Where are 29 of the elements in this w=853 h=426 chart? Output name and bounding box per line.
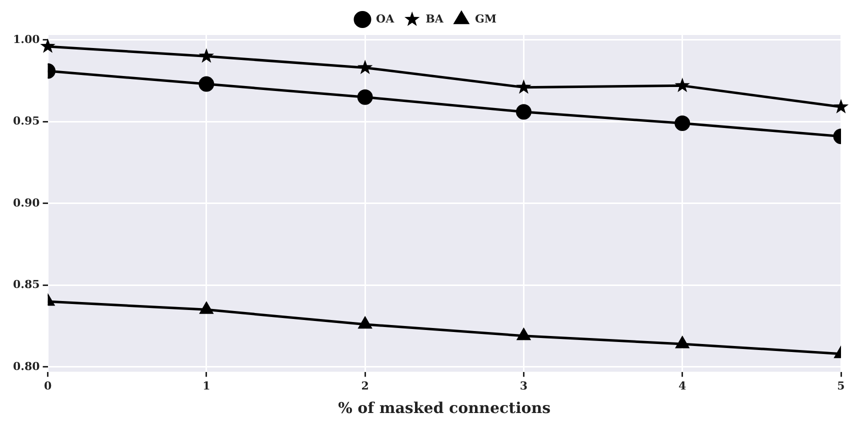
point <box>357 60 373 74</box>
point <box>40 38 56 53</box>
legend-label: BA <box>426 12 444 26</box>
point <box>516 328 531 340</box>
point <box>516 79 532 94</box>
x-tick-label: 5 <box>837 379 845 392</box>
point <box>674 78 690 92</box>
point <box>198 76 214 92</box>
point <box>198 48 214 63</box>
y-tick-label: 0.90 <box>12 196 40 210</box>
x-axis-title: % of masked connections <box>338 398 551 417</box>
legend-label: GM <box>474 12 497 26</box>
point <box>357 89 373 105</box>
point <box>674 116 690 132</box>
x-tick-label: 1 <box>202 379 210 392</box>
point <box>833 98 849 114</box>
y-tick-label: 0.85 <box>12 278 40 292</box>
y-tick-label: 0.80 <box>12 360 40 373</box>
point <box>516 104 532 120</box>
y-tick-label: 0.95 <box>12 114 40 128</box>
x-tick-label: 3 <box>520 379 528 392</box>
x-tick-label: 4 <box>678 379 687 392</box>
x-tick-label: 2 <box>361 379 369 392</box>
point <box>358 316 372 329</box>
legend-label: OA <box>376 12 395 26</box>
y-tick-label: 1.00 <box>12 32 40 46</box>
point <box>200 302 214 314</box>
x-tick-label: 0 <box>44 379 52 392</box>
point <box>676 336 690 348</box>
